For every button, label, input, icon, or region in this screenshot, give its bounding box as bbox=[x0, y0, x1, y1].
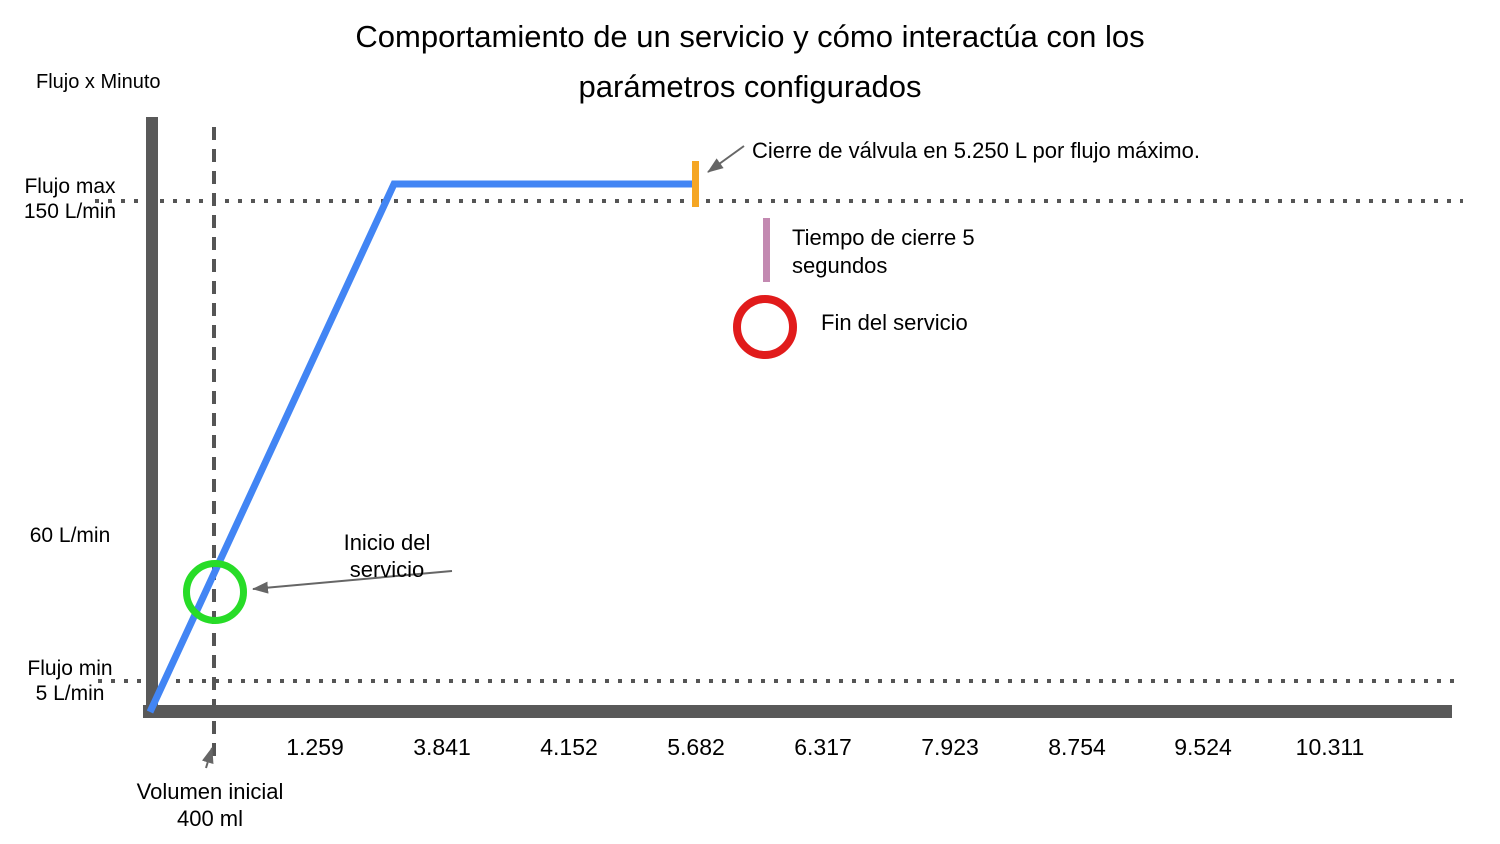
x-tick: 6.317 bbox=[794, 734, 852, 760]
valve-close-annotation: Cierre de válvula en 5.250 L por flujo m… bbox=[752, 138, 1200, 163]
service-start-circle bbox=[183, 560, 247, 624]
x-tick: 7.923 bbox=[921, 734, 979, 760]
valve-close-arrow bbox=[707, 145, 745, 173]
x-tick: 8.754 bbox=[1048, 734, 1106, 760]
service-start-annotation: Inicio del servicio bbox=[343, 530, 431, 582]
y-axis-bar bbox=[146, 117, 158, 718]
valve-close-marker bbox=[692, 161, 699, 207]
x-tick: 5.682 bbox=[667, 734, 725, 760]
x-tick: 4.152 bbox=[540, 734, 598, 760]
chart-title: Comportamiento de un servicio y cómo int… bbox=[355, 19, 1145, 104]
service-end-annotation: Fin del servicio bbox=[821, 310, 968, 335]
flow-line bbox=[146, 180, 693, 714]
service-end-circle bbox=[733, 295, 797, 359]
y-label-60: 60 L/min bbox=[29, 524, 111, 547]
x-tick: 1.259 bbox=[286, 734, 344, 760]
y-label-flujo-min: Flujo min 5 L/min bbox=[27, 657, 113, 705]
x-axis-bar bbox=[143, 705, 1452, 718]
x-tick: 9.524 bbox=[1174, 734, 1232, 760]
close-time-annotation: Tiempo de cierre 5 segundos bbox=[792, 225, 975, 278]
close-time-marker bbox=[763, 218, 770, 282]
x-tick: 10.311 bbox=[1295, 734, 1365, 760]
y-axis-title: Flujo x Minuto bbox=[36, 71, 161, 93]
initial-volume-annotation: Volumen inicial 400 ml bbox=[136, 779, 284, 831]
initial-volume-arrow bbox=[201, 747, 214, 769]
service-start-arrow bbox=[252, 570, 453, 594]
y-label-flujo-max: Flujo max 150 L/min bbox=[23, 175, 117, 223]
x-tick: 3.841 bbox=[413, 734, 471, 760]
